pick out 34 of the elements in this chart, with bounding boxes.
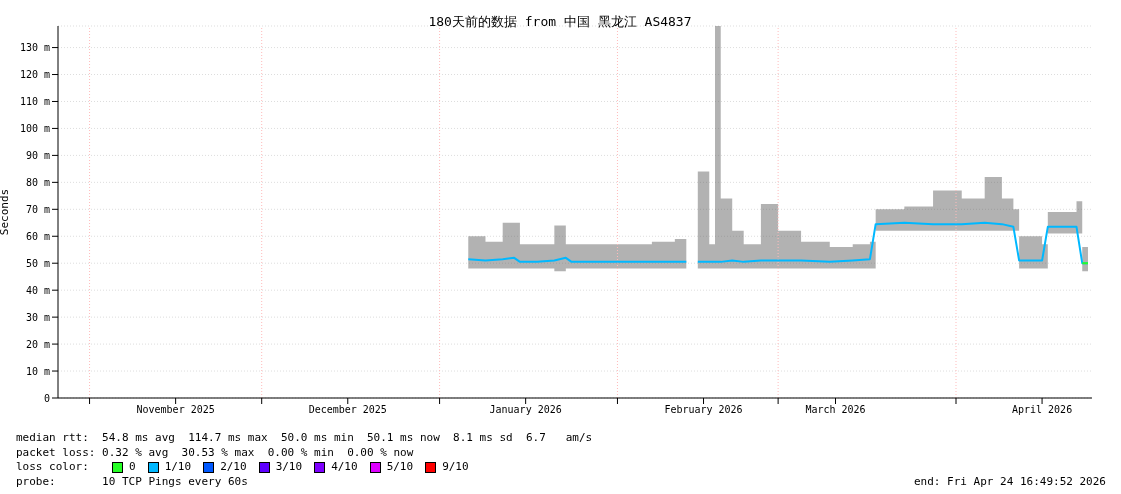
- x-tick-label: April 2026: [1011, 404, 1073, 416]
- legend-label: 5/10: [386, 460, 414, 475]
- y-tick-label: 120 m: [19, 69, 50, 81]
- text: probe: 10 TCP Pings every 60s: [16, 474, 248, 489]
- y-tick-label: 130 m: [19, 42, 50, 54]
- y-tick-label: 50 m: [25, 257, 50, 269]
- y-tick-label: 90 m: [25, 149, 50, 161]
- y-tick-label: 60 m: [25, 230, 50, 242]
- y-tick-label: 70 m: [25, 203, 50, 215]
- y-tick-label: 40 m: [25, 284, 50, 296]
- x-tick-label: December 2025: [308, 404, 387, 416]
- y-tick-label: 80 m: [25, 176, 50, 188]
- x-tick-label: February 2026: [664, 404, 743, 416]
- y-axis-title: Seconds: [0, 188, 11, 236]
- y-tick-label: 10 m: [25, 365, 50, 377]
- x-tick-label: January 2026: [489, 404, 562, 416]
- y-tick-label: 110 m: [19, 96, 50, 108]
- y-tick-label: 0: [43, 392, 50, 404]
- text: median rtt: 54.8 ms avg 114.7 ms max 50.0 ms min 50.1 ms now 8.1 ms sd 6.7 am/s: [16, 431, 594, 446]
- x-tick-label: November 2025: [136, 404, 215, 416]
- chart-title: 180天前的数据 from 中国 黑龙江 AS4837: [428, 14, 692, 29]
- text: packet loss: 0.32 % avg 30.53 % max 0.00 % min 0.00 % now: [16, 445, 415, 460]
- legend-title: loss color:: [16, 460, 90, 475]
- y-tick-label: 30 m: [25, 311, 50, 323]
- legend-label: 2/10: [220, 460, 247, 475]
- legend-label: 9/10: [442, 460, 469, 475]
- y-tick-label: 100 m: [19, 122, 50, 134]
- legend-label: 1/10: [164, 460, 192, 475]
- legend-label: 0: [129, 460, 136, 475]
- legend-label: 3/10: [275, 460, 303, 475]
- x-tick-label: March 2026: [805, 404, 866, 416]
- text: end: Fri Apr 24 16:49:52 2026: [913, 474, 1106, 489]
- legend-label: 4/10: [331, 460, 358, 475]
- y-tick-label: 20 m: [25, 338, 50, 350]
